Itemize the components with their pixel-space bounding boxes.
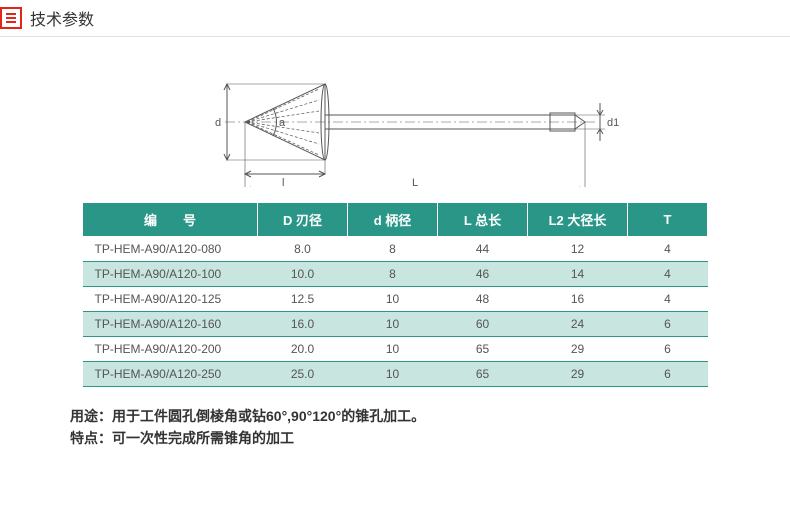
table-cell: 10	[348, 287, 438, 312]
svg-text:l: l	[282, 177, 284, 187]
table-row: TP-HEM-A90/A120-20020.01065296	[83, 337, 708, 362]
table-cell: 4	[628, 287, 708, 312]
table-cell: 12.5	[258, 287, 348, 312]
table-row: TP-HEM-A90/A120-16016.01060246	[83, 312, 708, 337]
note-usage: 用途：用于工件圆孔倒棱角或钻60°,90°120°的锥孔加工。	[70, 405, 790, 427]
technical-diagram: a d d1 l L	[0, 37, 790, 202]
notes: 用途：用于工件圆孔倒棱角或钻60°,90°120°的锥孔加工。 特点：可一次性完…	[0, 397, 790, 449]
table-row: TP-HEM-A90/A120-25025.01065296	[83, 362, 708, 387]
table-cell: 65	[438, 337, 528, 362]
table-cell: 46	[438, 262, 528, 287]
table-cell: 12	[528, 237, 628, 262]
col-header: T	[628, 203, 708, 237]
table-cell: 8	[348, 237, 438, 262]
table-cell: TP-HEM-A90/A120-160	[83, 312, 258, 337]
table-cell: 6	[628, 337, 708, 362]
spec-table-wrap: 编 号D 刃径d 柄径L 总长L2 大径长TTP-HEM-A90/A120-08…	[0, 202, 790, 397]
table-cell: TP-HEM-A90/A120-080	[83, 237, 258, 262]
table-cell: TP-HEM-A90/A120-100	[83, 262, 258, 287]
table-cell: 16	[528, 287, 628, 312]
col-header: 编 号	[83, 203, 258, 237]
col-header: D 刃径	[258, 203, 348, 237]
table-cell: 14	[528, 262, 628, 287]
table-row: TP-HEM-A90/A120-0808.0844124	[83, 237, 708, 262]
table-cell: 60	[438, 312, 528, 337]
section-header: 技术参数	[0, 0, 790, 37]
table-cell: 10	[348, 312, 438, 337]
table-cell: 6	[628, 362, 708, 387]
table-cell: 24	[528, 312, 628, 337]
svg-text:L: L	[412, 177, 418, 187]
spec-table: 编 号D 刃径d 柄径L 总长L2 大径长TTP-HEM-A90/A120-08…	[82, 202, 708, 387]
table-cell: 4	[628, 237, 708, 262]
table-cell: 10.0	[258, 262, 348, 287]
table-cell: 44	[438, 237, 528, 262]
table-cell: TP-HEM-A90/A120-200	[83, 337, 258, 362]
spec-icon	[0, 7, 22, 29]
table-cell: 8	[348, 262, 438, 287]
table-cell: 10	[348, 337, 438, 362]
table-cell: 4	[628, 262, 708, 287]
col-header: L 总长	[438, 203, 528, 237]
col-header: d 柄径	[348, 203, 438, 237]
table-cell: TP-HEM-A90/A120-250	[83, 362, 258, 387]
col-header: L2 大径长	[528, 203, 628, 237]
svg-text:d1: d1	[607, 117, 619, 129]
table-cell: 29	[528, 362, 628, 387]
table-cell: 20.0	[258, 337, 348, 362]
svg-text:d: d	[215, 117, 221, 129]
table-cell: 8.0	[258, 237, 348, 262]
table-cell: 65	[438, 362, 528, 387]
note-feature: 特点：可一次性完成所需锥角的加工	[70, 427, 790, 449]
table-row: TP-HEM-A90/A120-10010.0846144	[83, 262, 708, 287]
section-title: 技术参数	[30, 6, 94, 30]
table-cell: 10	[348, 362, 438, 387]
table-cell: 25.0	[258, 362, 348, 387]
table-cell: 6	[628, 312, 708, 337]
svg-text:a: a	[279, 117, 286, 129]
table-cell: 29	[528, 337, 628, 362]
table-cell: TP-HEM-A90/A120-125	[83, 287, 258, 312]
table-cell: 16.0	[258, 312, 348, 337]
table-row: TP-HEM-A90/A120-12512.51048164	[83, 287, 708, 312]
table-cell: 48	[438, 287, 528, 312]
